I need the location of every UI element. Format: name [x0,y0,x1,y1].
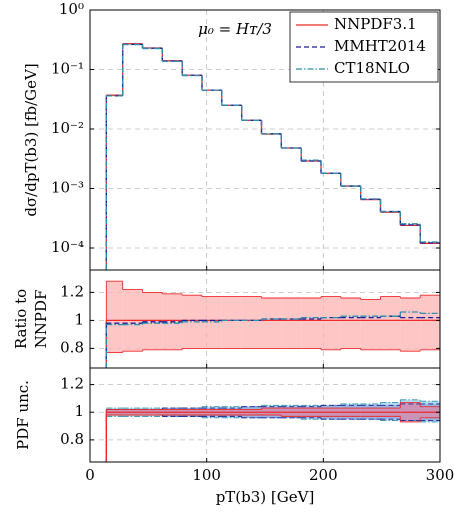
uncertainty-band [400,298,421,352]
uncertainty-band [142,292,163,350]
y-tick-label: 10⁻³ [51,179,84,197]
plot-area [90,368,440,462]
y-tick-label: 10⁰ [59,0,84,18]
uncertainty-band [340,298,361,349]
x-tick-label: 100 [192,466,221,484]
uncertainty-band [420,295,440,350]
plot-area [90,10,440,270]
uncertainty-band [281,298,302,349]
plot-frame [89,367,441,463]
annotation: μ₀ = Hᴛ/3 [198,20,272,38]
y-tick-label: 0.8 [60,338,84,356]
legend-label: NNPDF3.1 [334,15,417,33]
legend-label: CT18NLO [334,59,410,77]
y-axis-label: dσ/dpT(b3) [fb/GeV] [22,63,40,216]
uncertainty-band [261,298,282,349]
y-axis-label: Ratio to [12,289,30,349]
uncertainty-band [182,295,202,349]
uncertainty-band [380,296,401,350]
uncertainty-band [221,296,242,349]
uncertainty-band [360,299,381,350]
uncertainty-band [241,296,262,349]
y-tick-label: 1.2 [60,282,84,300]
y-tick-label: 10⁻¹ [51,60,84,78]
y-tick-label: 10⁻⁴ [51,238,84,256]
x-tick-label: 0 [85,466,95,484]
uncertainty-band [106,281,123,353]
y-axis-label: PDF unc. [14,380,32,450]
x-tick-label: 200 [309,466,338,484]
uncertainty-band [261,408,282,415]
legend-label: MMHT2014 [334,37,426,55]
uncertainty-band [321,296,341,350]
x-axis-label: pT(b3) [GeV] [216,488,315,506]
y-tick-label: 10⁻² [51,119,84,137]
x-tick-label: 300 [426,466,454,484]
y-axis-label: NNPDF [32,290,50,349]
y-tick-label: 1.2 [60,375,84,393]
plot-area [90,270,440,368]
y-tick-label: 1 [74,310,84,328]
uncertainty-band [202,296,222,349]
uncertainty-band [301,298,321,349]
y-tick-label: 0.8 [60,430,84,448]
y-tick-label: 1 [74,402,84,420]
